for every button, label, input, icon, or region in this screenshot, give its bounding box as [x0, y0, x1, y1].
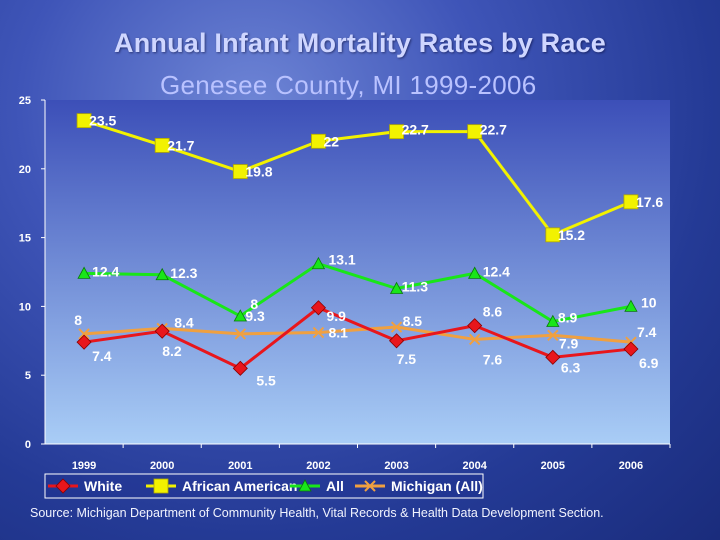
data-point-all	[311, 256, 326, 270]
data-point-all	[233, 309, 247, 322]
y-tick-label: 20	[19, 164, 31, 176]
data-label-michigan-all: 8.1	[328, 325, 348, 341]
data-label-white: 7.4	[92, 348, 112, 364]
x-tick-label: 1999	[72, 460, 96, 472]
data-label-white: 6.9	[639, 355, 659, 371]
data-label-michigan-all: 8.4	[174, 314, 194, 330]
data-label-white: 8.6	[483, 304, 503, 320]
series-line-african-american	[83, 119, 632, 237]
data-label-african-american: 22	[323, 133, 339, 149]
data-label-african-american: 22.7	[402, 122, 429, 138]
data-label-michigan-all: 7.6	[483, 351, 503, 367]
data-point-michigan-all	[390, 321, 403, 333]
data-label-all: 9.3	[245, 308, 265, 324]
x-tick-label: 2003	[384, 460, 408, 472]
legend-label-african-american: African American	[182, 478, 297, 494]
data-point-michigan-all	[234, 328, 247, 340]
data-point-white	[467, 318, 483, 334]
legend-label-white: White	[84, 478, 122, 494]
legend-marker-michigan-all	[364, 480, 376, 492]
data-point-african-american	[545, 227, 561, 243]
series-line-white	[83, 306, 632, 371]
data-label-african-american: 21.7	[167, 137, 194, 153]
legend-marker-all	[298, 479, 312, 492]
x-tick-label: 2002	[306, 460, 330, 472]
data-point-white	[545, 349, 561, 365]
y-tick-label: 10	[19, 301, 31, 313]
data-point-white	[76, 334, 92, 350]
data-label-white: 7.5	[397, 351, 417, 367]
data-point-white	[310, 300, 327, 316]
data-point-michigan-all	[468, 333, 481, 346]
x-tick-label: 2006	[619, 460, 643, 472]
data-label-white: 8.2	[162, 343, 182, 359]
y-tick-label: 0	[25, 439, 31, 451]
data-label-white: 9.9	[326, 308, 346, 324]
x-tick-label: 2005	[541, 460, 565, 472]
legend-marker-white	[55, 478, 71, 494]
data-label-all: 12.4	[483, 263, 510, 279]
data-label-african-american: 15.2	[558, 227, 585, 243]
legend-marker-african-american	[153, 478, 169, 494]
series-line-all	[84, 262, 632, 324]
data-point-michigan-all	[312, 326, 325, 339]
data-point-african-american	[623, 194, 639, 210]
data-label-african-american: 23.5	[89, 113, 116, 129]
data-point-all	[468, 266, 482, 279]
data-point-african-american	[154, 138, 170, 153]
legend-box	[44, 473, 484, 499]
data-label-michigan-all: 8	[250, 296, 258, 312]
data-label-white: 6.3	[561, 359, 581, 375]
x-tick-label: 2000	[150, 460, 174, 472]
y-tick-label: 25	[19, 95, 31, 107]
data-point-all	[155, 267, 169, 281]
y-tick-label: 5	[25, 370, 31, 382]
data-point-michigan-all	[547, 329, 559, 342]
data-label-michigan-all: 7.9	[559, 335, 579, 351]
data-point-white	[154, 323, 170, 339]
data-label-all: 8.9	[558, 310, 578, 326]
data-label-michigan-all: 8	[74, 312, 82, 328]
data-label-all: 12.4	[92, 263, 119, 279]
data-point-african-american	[311, 133, 326, 149]
data-point-african-american	[232, 164, 248, 179]
data-label-african-american: 19.8	[245, 164, 272, 180]
data-point-african-american	[389, 124, 404, 140]
data-label-all: 10	[641, 294, 657, 310]
data-point-all	[389, 281, 404, 294]
legend-label-all: All	[326, 478, 344, 494]
data-label-african-american: 22.7	[480, 122, 507, 138]
data-point-all	[77, 266, 91, 279]
data-point-african-american	[467, 124, 483, 140]
data-label-african-american: 17.6	[636, 194, 663, 210]
x-tick-label: 2004	[462, 460, 487, 472]
chart-subtitle: Genesee County, MI 1999-2006	[160, 70, 537, 100]
data-label-michigan-all: 7.4	[637, 324, 657, 340]
source-note: Source: Michigan Department of Community…	[30, 506, 604, 520]
plot-area	[45, 100, 670, 444]
y-tick-label: 15	[19, 233, 31, 245]
data-point-african-american	[76, 113, 92, 129]
data-point-michigan-all	[78, 328, 90, 340]
data-point-white	[623, 341, 639, 357]
x-tick-label: 2001	[228, 460, 252, 472]
data-label-white: 5.5	[256, 372, 276, 388]
data-point-all	[624, 299, 638, 312]
series-line-michigan-all	[83, 325, 632, 344]
data-label-all: 12.3	[170, 265, 197, 281]
data-point-all	[546, 314, 560, 327]
data-point-white	[388, 333, 405, 349]
chart-title: Annual Infant Mortality Rates by Race	[114, 28, 606, 58]
legend-label-michigan-all: Michigan (All)	[391, 478, 483, 494]
data-label-all: 13.1	[328, 252, 355, 268]
data-label-michigan-all: 8.5	[403, 313, 423, 329]
data-point-white	[232, 360, 248, 376]
data-label-all: 11.3	[402, 279, 429, 295]
